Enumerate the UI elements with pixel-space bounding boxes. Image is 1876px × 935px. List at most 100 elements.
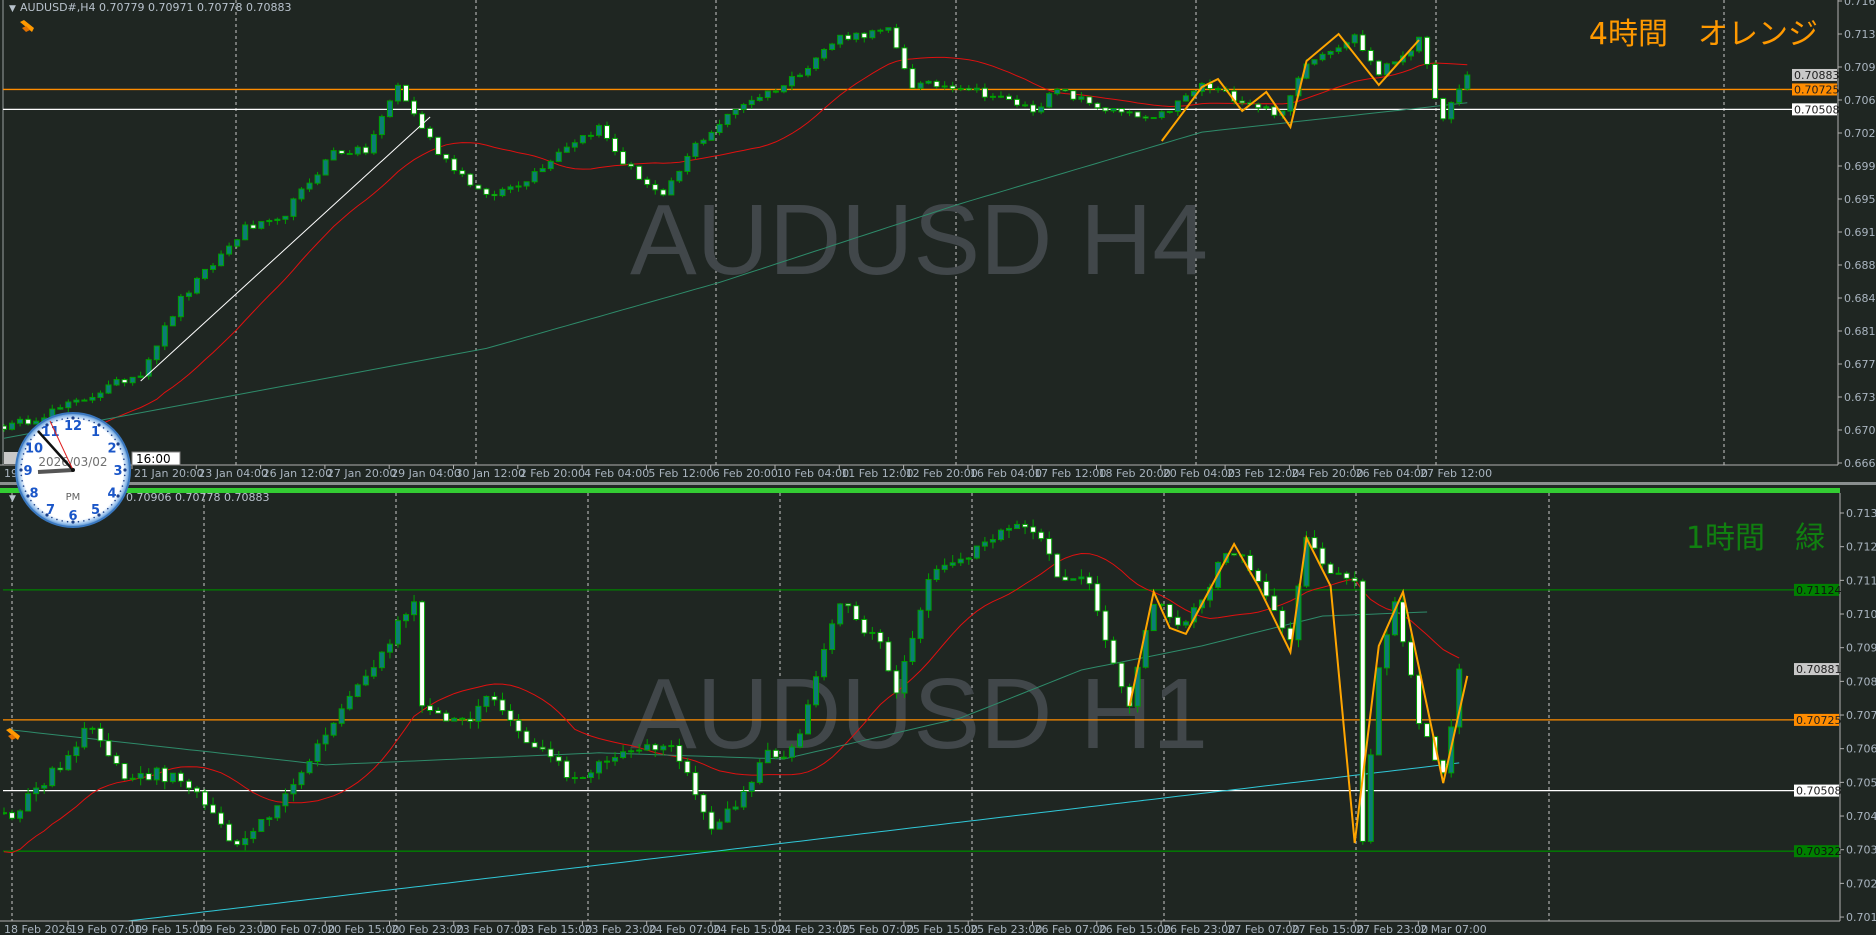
- candle-body: [193, 277, 200, 294]
- candle: [893, 23, 900, 49]
- clock-tick: [41, 511, 44, 513]
- candle-body: [1022, 104, 1029, 107]
- candle-body: [1375, 60, 1382, 76]
- candle: [161, 765, 168, 790]
- time-tick-label: 6 Feb 20:00: [713, 467, 778, 480]
- candle: [73, 397, 80, 406]
- zigzag-line[interactable]: [1160, 32, 1420, 142]
- candle: [829, 42, 836, 51]
- candle: [65, 750, 72, 771]
- candle: [185, 290, 192, 301]
- candle: [941, 558, 948, 573]
- candle: [692, 765, 699, 800]
- candle: [435, 707, 442, 714]
- candle: [1448, 101, 1455, 124]
- candle: [612, 133, 619, 156]
- h4-expert-icon[interactable]: [20, 20, 34, 32]
- h4-horizontal-lines[interactable]: [0, 88, 1838, 111]
- candle: [266, 218, 273, 226]
- candle: [338, 150, 345, 155]
- candle-body: [1102, 107, 1109, 112]
- candle: [973, 545, 980, 560]
- h1-horizontal-lines[interactable]: [0, 589, 1840, 852]
- candle-body: [740, 104, 747, 110]
- ma-slow-line: [3, 102, 1468, 439]
- candle: [1391, 596, 1398, 637]
- candle: [861, 31, 868, 43]
- h4-drawings[interactable]: [140, 32, 1420, 382]
- candle: [411, 594, 418, 622]
- h4-plot-area[interactable]: [0, 0, 1838, 465]
- candle: [1062, 569, 1069, 582]
- time-tick-label: 16 Feb 04:00: [970, 467, 1042, 480]
- candle-body: [845, 603, 852, 607]
- clock-tick: [26, 494, 30, 498]
- h1-chart-panel[interactable]: AUDUSD H1 ▼ 0.70906 0.70778 0.70883 1時間 …: [0, 488, 1876, 935]
- candle-body: [210, 804, 217, 814]
- h1-price-axis[interactable]: 0.71360 0.71260 0.71155 0.71050 0.70945 0.708…: [1794, 507, 1876, 924]
- price-tick-label: 0.71050: [1846, 608, 1876, 621]
- candle-body: [483, 695, 490, 707]
- clock-numeral: 2: [107, 442, 116, 457]
- candle: [57, 761, 64, 773]
- candle: [394, 616, 401, 648]
- price-marker-label: 0.70508: [1796, 785, 1842, 798]
- candle: [1038, 528, 1045, 542]
- clock-tick: [102, 427, 105, 429]
- candle: [49, 766, 56, 788]
- clock-tick: [21, 480, 23, 482]
- candle-body: [796, 733, 803, 748]
- clock-tick: [56, 518, 58, 521]
- trendline[interactable]: [140, 116, 431, 382]
- candle-body: [531, 742, 538, 748]
- candle: [997, 91, 1004, 99]
- candle-body: [1086, 96, 1093, 104]
- candle: [354, 145, 361, 157]
- candle-body: [1367, 754, 1374, 842]
- candle: [620, 745, 627, 760]
- candle: [636, 743, 643, 755]
- candle: [25, 788, 32, 812]
- candle: [1367, 47, 1374, 66]
- candle: [435, 136, 442, 156]
- h1-expert-icon[interactable]: [6, 728, 20, 740]
- price-marker-label: 0.70725: [1794, 83, 1840, 96]
- candle-body: [218, 812, 225, 825]
- h1-drawings[interactable]: [1128, 534, 1469, 844]
- candle: [362, 669, 369, 687]
- candle-body: [1263, 106, 1270, 109]
- h1-plot-area[interactable]: [0, 493, 1840, 921]
- candle-body: [1070, 578, 1077, 581]
- candle: [845, 31, 852, 41]
- clock-date: 2026/03/02: [38, 455, 107, 469]
- candle: [386, 639, 393, 659]
- time-tick-label: 20 Feb 15:00: [327, 923, 399, 935]
- h4-collapse-arrow-icon[interactable]: ▼: [9, 4, 16, 14]
- candle: [869, 29, 876, 40]
- candle: [346, 690, 353, 711]
- candle-body: [612, 137, 619, 153]
- price-tick-label: 0.68470: [1844, 292, 1876, 305]
- candle: [708, 130, 715, 141]
- candle: [234, 839, 241, 848]
- h4-chart-panel[interactable]: AUDUSD H4 ▼ AUDUSD#,H4 0.70779 0.70971 0…: [0, 0, 1876, 480]
- h4-price-axis[interactable]: 0.71690 0.71340 0.70980 0.70620 0.70260 0.699…: [1792, 0, 1876, 470]
- candle-body: [113, 755, 120, 765]
- candle-body: [644, 178, 651, 186]
- clock-tick: [106, 507, 109, 510]
- candle: [1078, 569, 1085, 585]
- candle: [1231, 553, 1238, 557]
- candle-body: [1327, 563, 1334, 574]
- clock-tick: [83, 418, 85, 420]
- panel-separator[interactable]: [0, 482, 1876, 485]
- time-tick-label: 20 Feb 23:00: [392, 923, 464, 935]
- candle-body: [1424, 36, 1431, 65]
- candle-body: [451, 158, 458, 172]
- zigzag-line[interactable]: [1128, 534, 1469, 844]
- candle-body: [1102, 610, 1109, 641]
- h1-collapse-arrow-icon[interactable]: ▼: [9, 494, 16, 504]
- candle: [547, 159, 554, 171]
